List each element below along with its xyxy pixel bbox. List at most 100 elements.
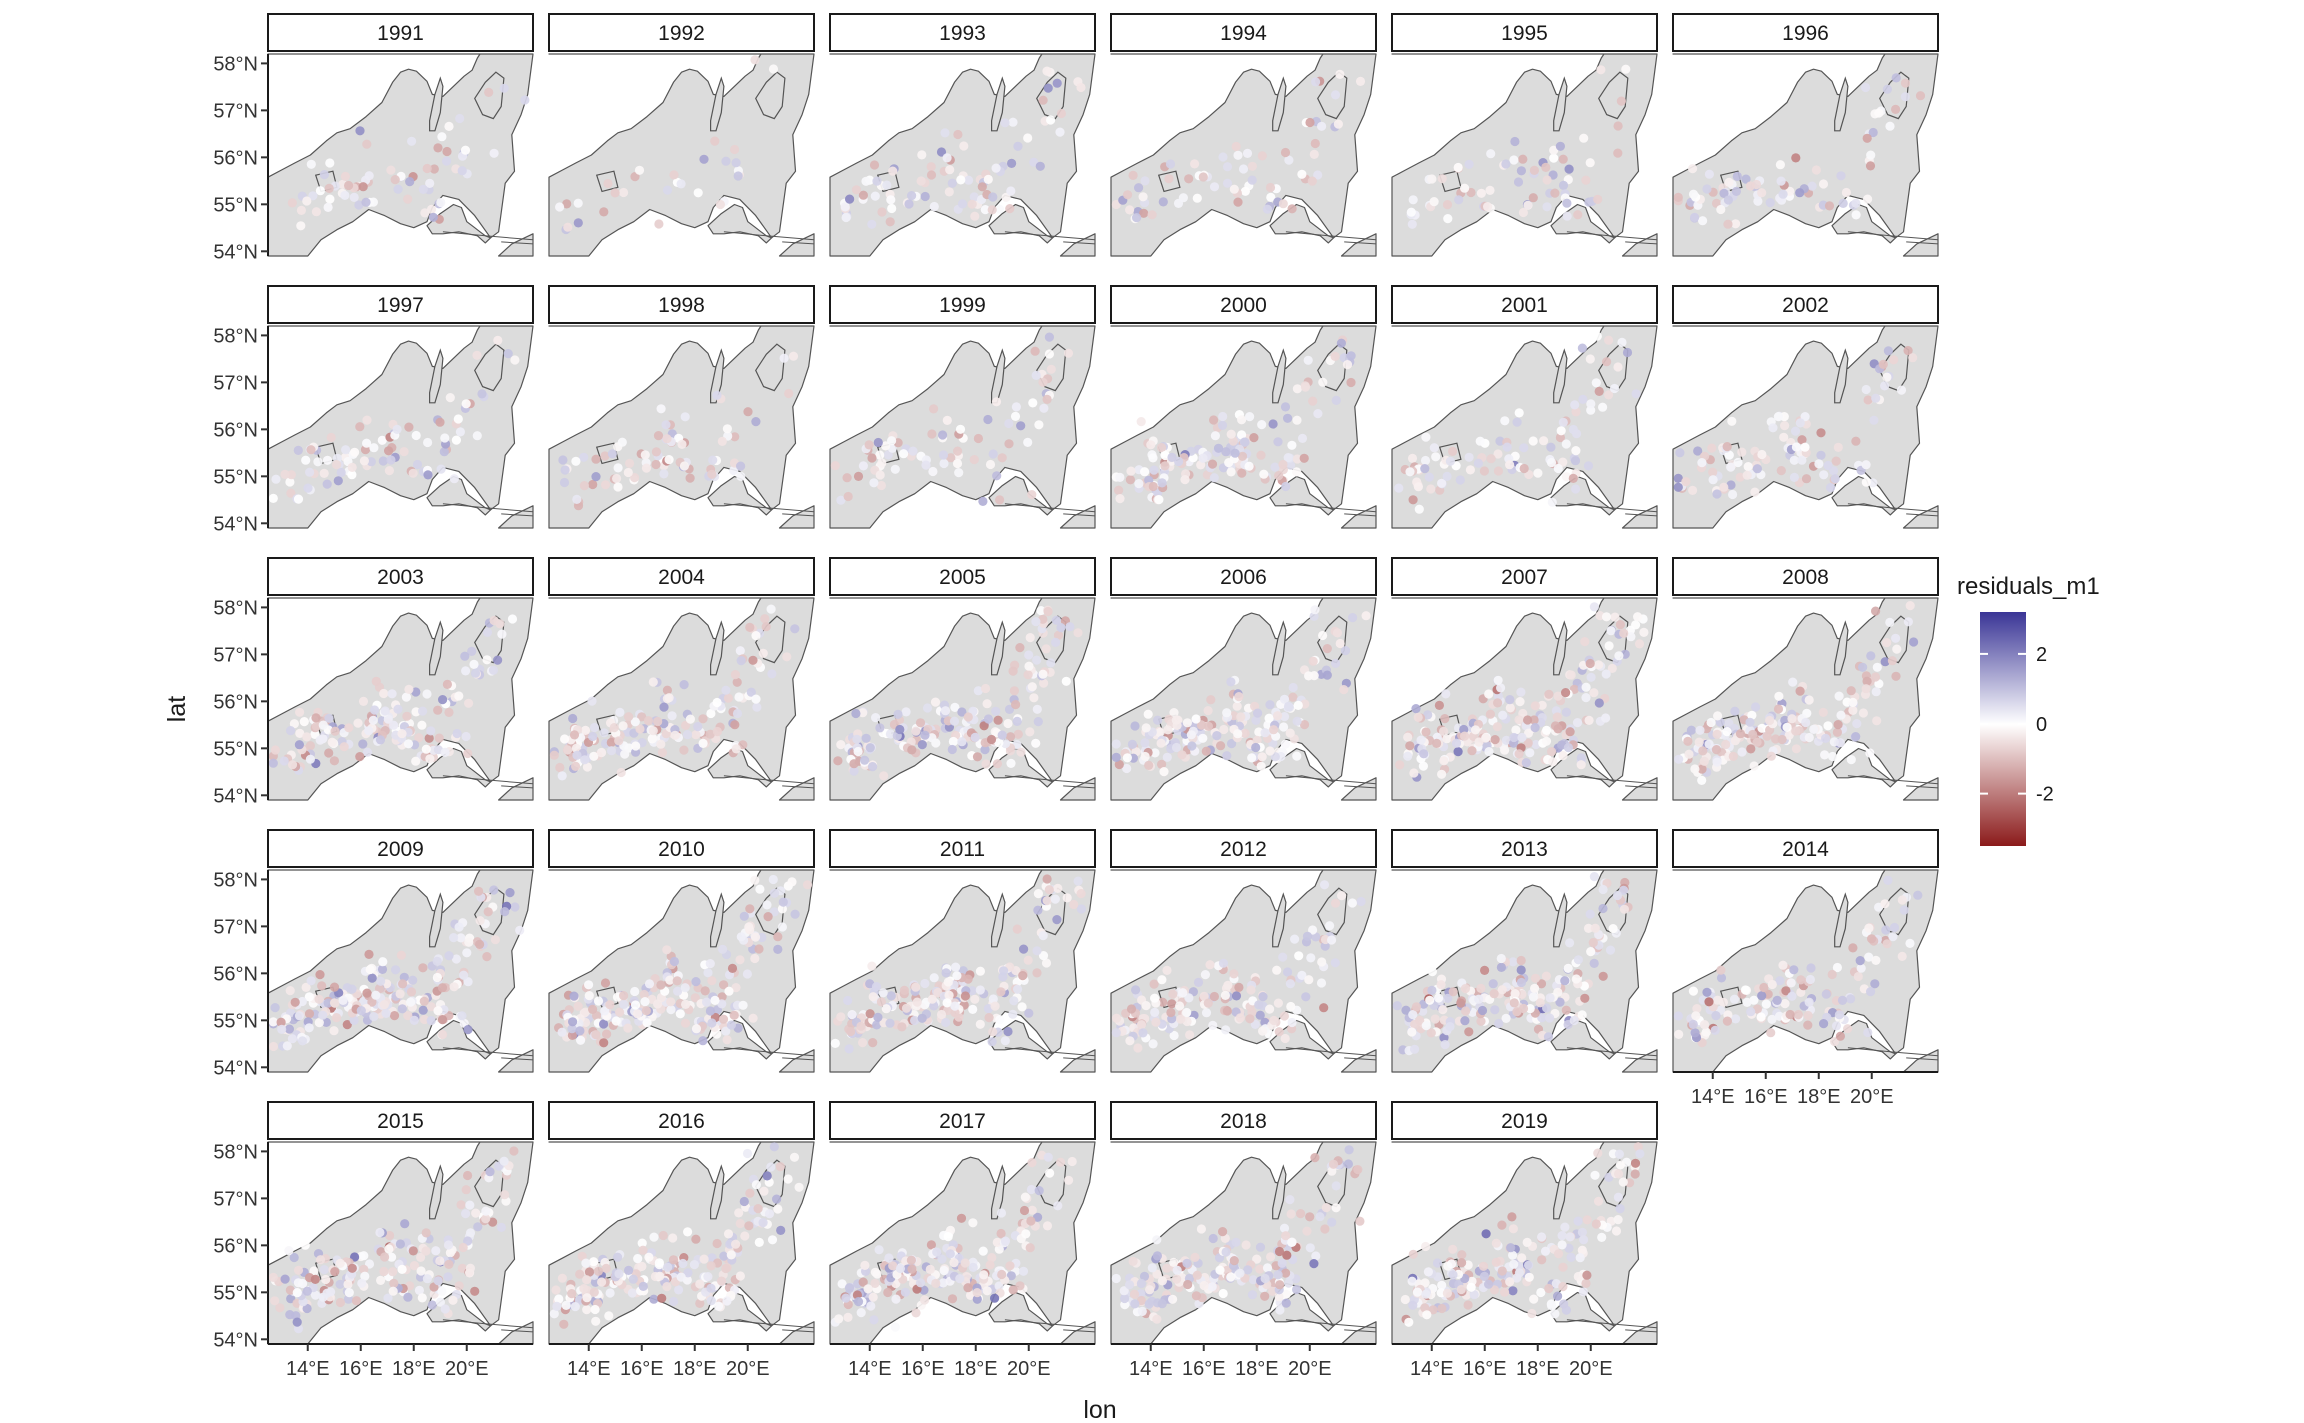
residual-point [1421,432,1431,442]
residual-point [656,404,666,414]
residual-point [1516,687,1526,697]
residual-point [1868,127,1878,138]
residual-point [1132,213,1142,223]
residual-point [1173,198,1184,208]
residual-point [1836,171,1846,181]
residual-point [1712,757,1722,767]
residual-point [1421,727,1431,737]
residual-point [1041,958,1052,968]
residual-point [1130,721,1140,731]
residual-point [950,1001,960,1011]
residual-point [656,980,666,990]
residual-point [1864,952,1874,962]
facet-strip [1391,1101,1658,1140]
residual-point [915,1278,926,1288]
residual-point [557,1027,567,1037]
border-line [1285,1047,1377,1057]
residual-point [314,994,324,1004]
residual-point [1841,187,1851,198]
residual-point [379,688,389,699]
residual-point [975,985,985,995]
residual-point [1722,442,1732,452]
residual-point [1321,1203,1331,1213]
residual-point [367,973,377,983]
residual-point [1222,751,1232,761]
island-polygon [429,892,444,948]
residual-point [1157,1299,1167,1309]
border-line [1285,775,1377,785]
residual-point [732,677,742,687]
residual-point [1582,1215,1592,1225]
residual-point [1899,905,1909,915]
residual-point [1501,159,1511,169]
facet-strip-label: 2012 [1220,838,1267,861]
residual-point [1555,997,1565,1007]
residual-point [1278,199,1288,209]
residual-point [1613,1215,1623,1225]
residual-point [477,389,487,399]
residual-point [362,415,372,425]
residual-point [438,695,448,705]
residual-point [600,480,611,490]
residual-point [1882,372,1892,382]
residual-point [1128,1256,1138,1266]
residual-point [571,761,581,772]
residual-point [389,720,399,730]
residual-point [1789,965,1799,975]
residual-point [670,730,680,740]
residual-point [1272,965,1282,975]
island-polygon [1272,348,1287,404]
residual-point [428,212,438,222]
residual-point [1235,1268,1245,1278]
residual-point [910,1015,920,1026]
residual-point [1432,1258,1443,1268]
residual-point [351,1296,362,1306]
residual-point [559,477,570,488]
residual-point [456,1200,466,1210]
residual-point [1776,176,1786,186]
residual-point [1516,965,1526,975]
residual-point [432,956,442,966]
residual-point [1517,1253,1527,1263]
residual-point [364,726,374,736]
residual-point [408,468,418,478]
residual-point [1566,670,1576,680]
residual-point [1209,473,1219,483]
residual-point [936,1009,947,1020]
residual-point [1198,172,1208,182]
facet-strip [1391,829,1658,868]
residual-point [844,1044,854,1054]
residual-point [1196,720,1207,730]
residual-point [680,983,690,993]
border-line [501,513,534,517]
residual-point [1882,638,1892,648]
residual-point [384,446,394,456]
residual-point [293,445,303,455]
residual-point [762,900,772,910]
residual-point [1698,746,1708,756]
facet-2014: 2014 [1672,829,1939,1073]
residual-point [426,204,437,214]
residual-point [311,713,321,723]
residual-point [1803,1010,1813,1021]
residual-point [1134,183,1144,193]
residual-point [1422,1310,1432,1320]
residual-point [1474,737,1484,747]
residual-point [1240,728,1250,739]
residual-point [1697,775,1707,786]
residual-point [1852,719,1862,729]
residual-point [416,1252,426,1262]
residual-point [1167,999,1177,1009]
facet-1996: 1996 [1672,13,1939,257]
island-polygon [1598,71,1629,120]
facet-1994: 1994 [1110,13,1377,257]
residual-point [1673,192,1683,202]
residual-point [1251,742,1261,753]
residual-point [1571,484,1581,494]
facet-2015: 2015 [267,1101,534,1345]
residual-point [573,1001,583,1011]
residual-point [1442,1288,1452,1298]
residual-point [301,982,311,993]
residual-point [1427,967,1437,977]
residual-point [606,746,617,756]
